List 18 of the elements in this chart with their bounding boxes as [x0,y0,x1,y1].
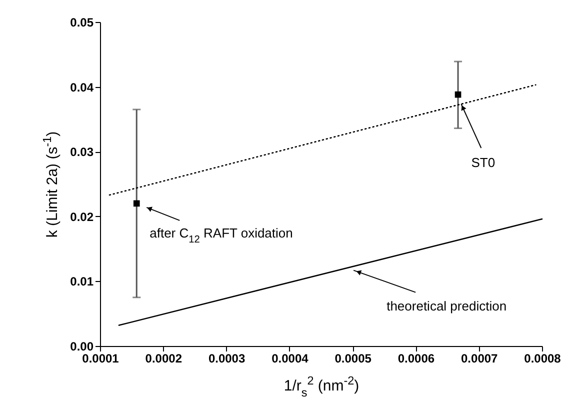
x-tick-label: 0.0001 [82,352,120,366]
y-tick-label: 0.00 [70,340,94,354]
y-tick-label: 0.01 [70,274,94,289]
x-tick-label: 0.0003 [208,352,246,366]
y-tick-label: 0.05 [70,16,94,30]
x-tick-label: 0.0005 [334,352,372,366]
x-tick-label: 0.0007 [461,352,498,366]
annotation: ST0 [471,155,496,170]
y-tick-label: 0.03 [70,145,94,160]
annotation: after C$_{12}$ RAFT oxidation [150,225,293,246]
x-tick-label: 0.0002 [145,352,182,366]
x-tick-label: 0.0006 [398,352,435,366]
x-tick-label: 0.0004 [272,352,309,366]
annotation: theoretical prediction [386,298,507,314]
x-tick-label: 0.0008 [524,352,562,366]
y-tick-label: 0.02 [70,210,94,224]
x-axis-title: 1/r$_{s}$$^{2}$ (nm$^{-2}$) [284,374,360,400]
y-tick-label: 0.04 [70,80,94,94]
